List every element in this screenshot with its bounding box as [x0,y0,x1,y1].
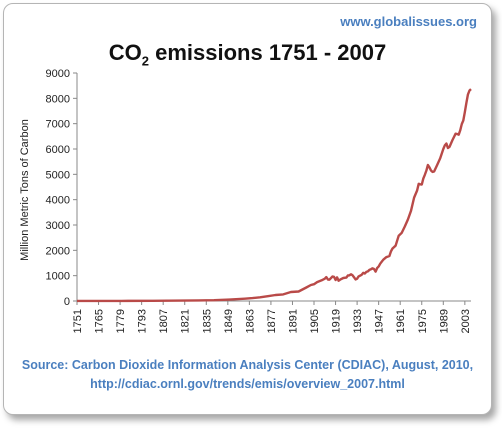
x-tick-label: 1751 [72,309,84,333]
x-tick-label: 1905 [309,309,321,333]
y-axis-label: Million Metric Tons of Carbon [19,119,31,261]
y-tick-label: 2000 [46,245,70,257]
y-tick-label: 3000 [46,220,70,232]
chart-title: CO2 emissions 1751 - 2007 [4,40,491,68]
emissions-series-line [77,88,472,303]
x-tick-label: 1933 [352,309,364,333]
x-tick-label: 1891 [287,309,299,333]
x-tick-label: 1975 [417,309,429,333]
chart-frame: www.globalissues.org CO2 emissions 1751 … [3,3,492,415]
x-tick-label: 1765 [94,309,106,333]
source-line-2: http://cdiac.ornl.gov/trends/emis/overvi… [90,377,405,391]
x-tick-label: 2003 [460,309,472,333]
x-tick-label: 1807 [158,309,170,333]
title-rest: emissions 1751 - 2007 [148,40,387,65]
y-tick-label: 7000 [46,119,70,131]
x-tick-label: 1961 [395,309,407,333]
chart-plot: 0 1000 2000 3000 4000 5000 6000 7000 8000 9000 175… [19,68,472,333]
x-tick-label: 1779 [115,309,127,333]
title-subscript: 2 [141,53,149,69]
y-tick-label: 9000 [46,68,70,80]
x-tick-label: 1989 [438,309,450,333]
x-tick-label: 1835 [201,309,213,333]
y-tick-label: 6000 [46,144,70,156]
x-tick-label: 1821 [180,309,192,333]
y-tick-label: 8000 [46,93,70,105]
source-line-1: Source: Carbon Dioxide Information Analy… [21,358,474,372]
x-tick-label: 1919 [331,309,343,333]
x-tick-label: 1877 [266,309,278,333]
x-tick-label: 1849 [223,309,235,333]
y-tick-label: 1000 [46,271,70,283]
title-co: CO [108,40,142,65]
x-tick-label: 1947 [374,309,386,333]
site-watermark: www.globalissues.org [340,14,477,29]
y-tick-label: 5000 [46,169,70,181]
x-tick-label: 1793 [137,309,149,333]
y-tick-label: 0 [64,296,70,308]
x-tick-label: 1863 [244,309,256,333]
y-tick-label: 4000 [46,195,70,207]
source-note: Source: Carbon Dioxide Information Analy… [4,356,491,394]
